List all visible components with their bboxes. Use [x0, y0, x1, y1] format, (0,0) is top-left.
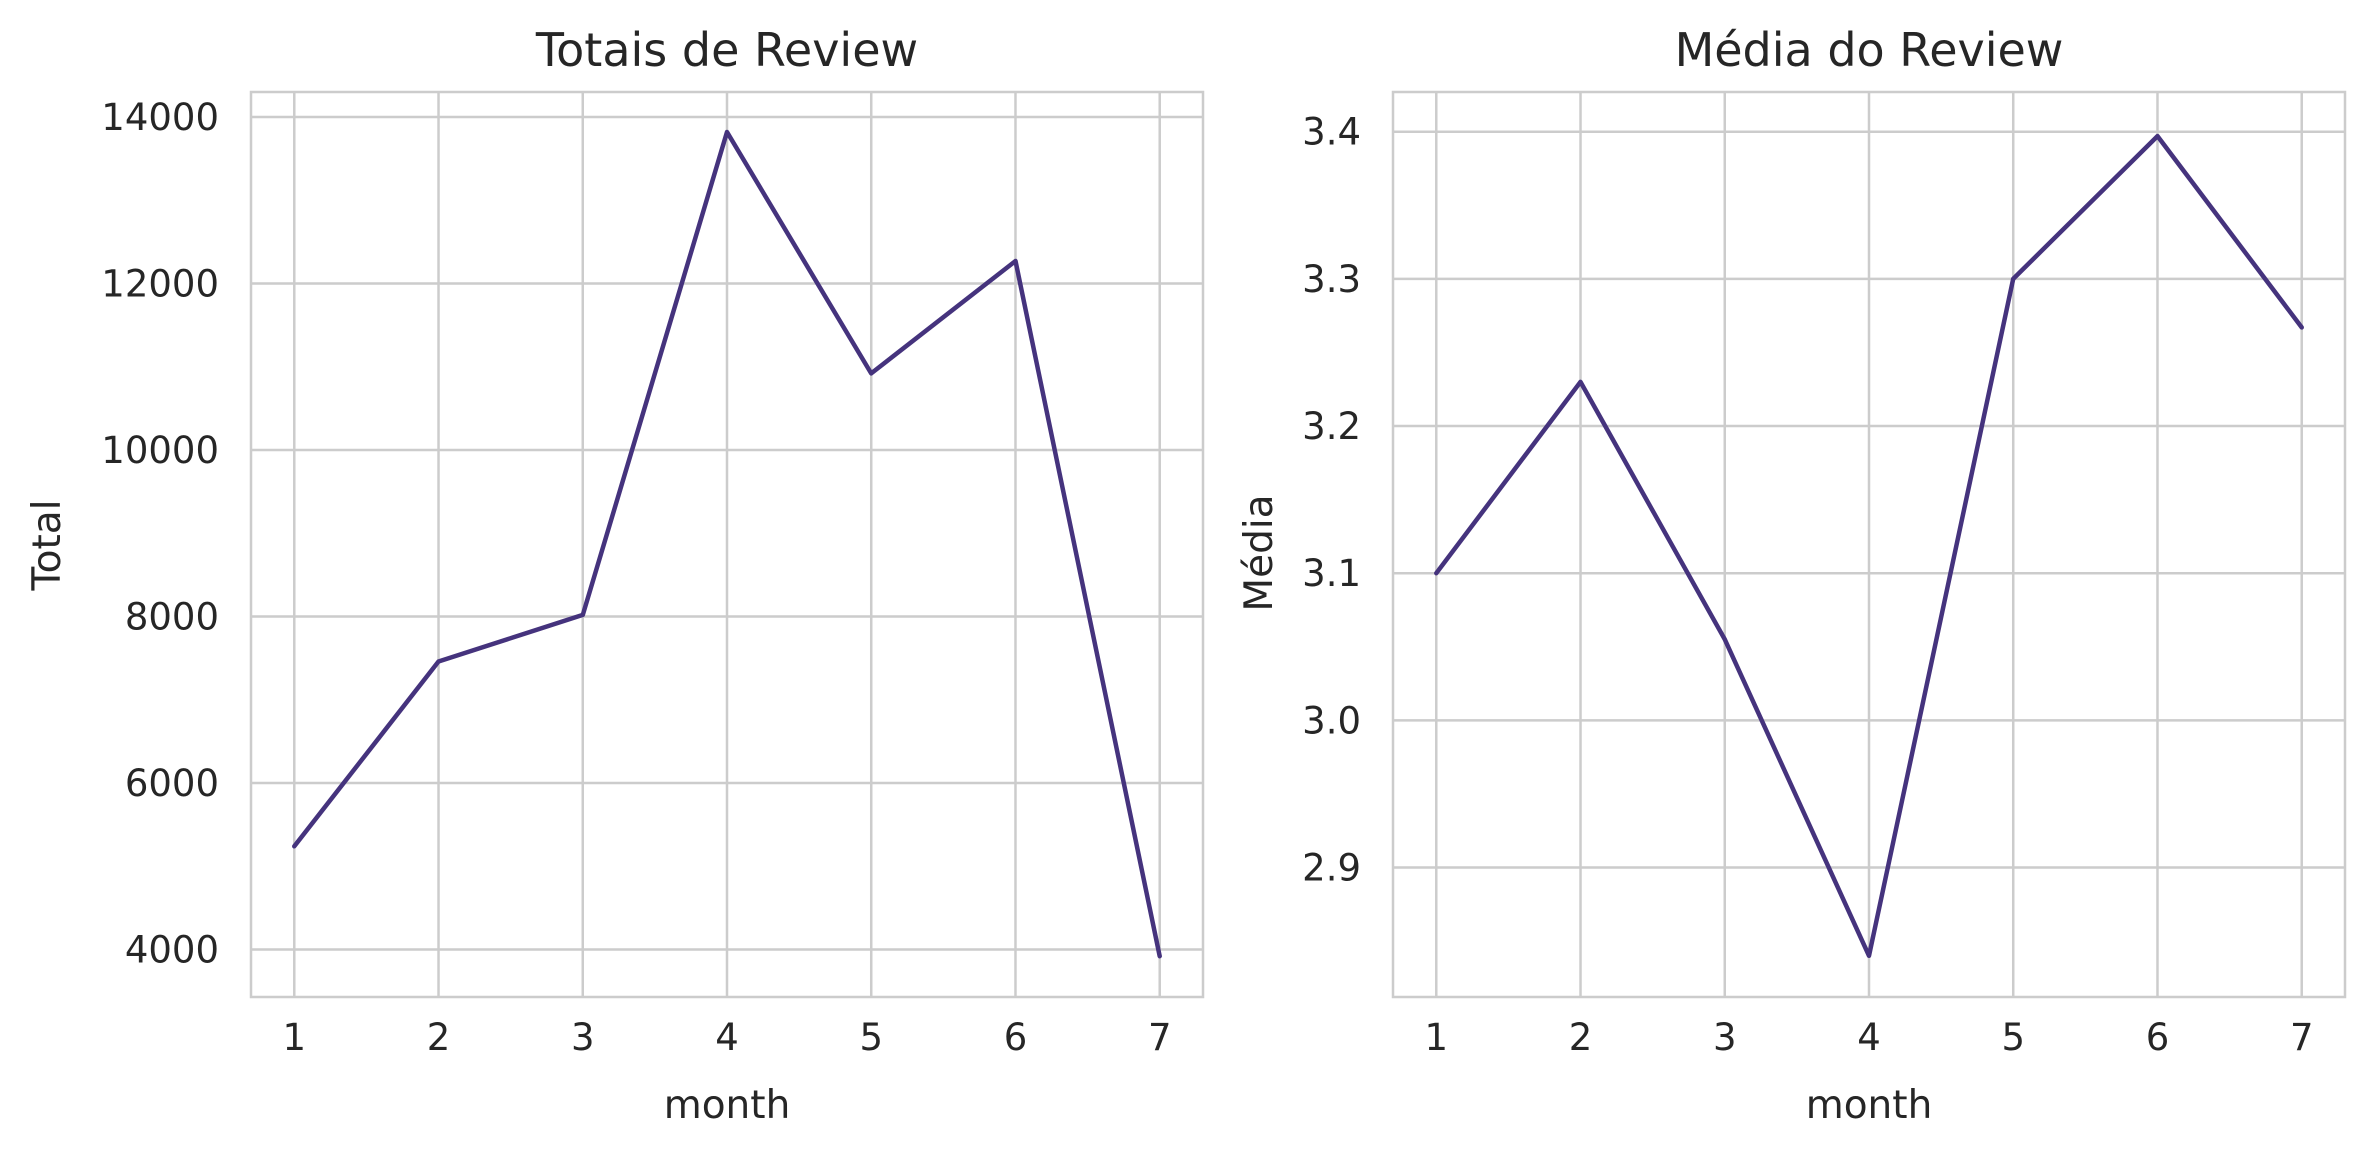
y-tick-label-media-5: 3.3 [1302, 258, 1361, 301]
y-axis-label-totais: Total [25, 499, 70, 591]
x-tick-label-totais-1: 1 [282, 1016, 306, 1059]
y-tick-label-media-1: 2.9 [1302, 847, 1361, 890]
series-line-media [1434, 133, 2304, 959]
y-tick-label-totais-4: 10000 [101, 429, 219, 472]
y-tick-label-totais-1: 4000 [125, 929, 219, 972]
axes-frame-media [1391, 90, 2347, 999]
y-axis-label-media: Média [1237, 494, 1282, 611]
x-tick-label-media-7: 7 [2290, 1016, 2314, 1059]
y-tick-label-totais-5: 12000 [101, 262, 219, 305]
y-tick-label-media-2: 3.0 [1302, 699, 1361, 742]
x-tick-label-media-5: 5 [2001, 1016, 2025, 1059]
x-tick-label-totais-4: 4 [715, 1016, 739, 1059]
x-tick-label-totais-6: 6 [1004, 1016, 1028, 1059]
x-tick-label-totais-5: 5 [859, 1016, 883, 1059]
y-tick-label-media-6: 3.4 [1302, 111, 1361, 154]
gridlines-totais [251, 92, 1203, 997]
x-tick-label-media-3: 3 [1713, 1016, 1737, 1059]
y-tick-label-media-3: 3.1 [1302, 552, 1361, 595]
chart-media: 1 2 3 4 5 6 7 2.9 3.0 3.1 3.2 3.3 3.4 Média do Revi… [1237, 23, 2347, 1128]
x-tick-label-media-4: 4 [1857, 1016, 1881, 1059]
x-ticks-media: 1 2 3 4 5 6 7 [1424, 1016, 2313, 1059]
y-tick-label-totais-3: 8000 [125, 596, 219, 639]
y-tick-label-totais-2: 6000 [125, 762, 219, 805]
x-tick-label-media-2: 2 [1569, 1016, 1593, 1059]
chart-totais: 1 2 3 4 5 6 7 4000 6000 8000 10000 12000 14000 Tota… [25, 23, 1205, 1128]
x-tick-label-totais-2: 2 [427, 1016, 451, 1059]
x-axis-label-totais: month [664, 1083, 791, 1128]
x-tick-label-media-1: 1 [1424, 1016, 1448, 1059]
y-ticks-totais: 4000 6000 8000 10000 12000 14000 [101, 96, 219, 972]
y-tick-label-media-4: 3.2 [1302, 405, 1361, 448]
gridlines-media [1393, 92, 2345, 997]
x-ticks-totais: 1 2 3 4 5 6 7 [282, 1016, 1171, 1059]
axes-frame-totais [249, 90, 1205, 999]
series-line-totais [292, 129, 1162, 959]
chart-title-media: Média do Review [1675, 23, 2064, 77]
chart-title-totais: Totais de Review [535, 23, 918, 77]
x-tick-label-totais-3: 3 [571, 1016, 595, 1059]
x-axis-label-media: month [1806, 1083, 1933, 1128]
y-ticks-media: 2.9 3.0 3.1 3.2 3.3 3.4 [1302, 111, 1361, 890]
y-tick-label-totais-6: 14000 [101, 96, 219, 139]
x-tick-label-totais-7: 7 [1148, 1016, 1172, 1059]
x-tick-label-media-6: 6 [2146, 1016, 2170, 1059]
